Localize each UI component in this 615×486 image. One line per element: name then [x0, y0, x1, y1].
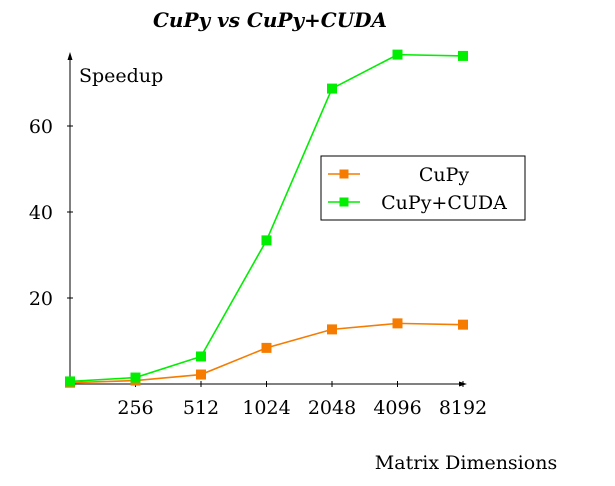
legend-marker-cupy	[339, 169, 349, 179]
x-tick-label: 8192	[439, 397, 487, 419]
x-tick-label: 256	[117, 397, 153, 419]
series-line-cupy	[69, 322, 464, 384]
x-axis-label: Matrix Dimensions	[375, 452, 557, 474]
legend-marker-cupy-cuda	[339, 197, 349, 207]
y-tick-label: 60	[29, 116, 53, 138]
data-point-cupy-cuda	[458, 50, 468, 61]
data-point-cupy	[392, 318, 403, 329]
data-point-cupy-cuda	[392, 49, 403, 60]
data-point-cupy-cuda	[196, 351, 206, 362]
data-point-cupy-cuda	[327, 83, 337, 94]
data-point-cupy	[327, 324, 337, 335]
chart-title: CuPy vs CuPy+CUDA	[153, 8, 387, 32]
y-tick-label: 20	[29, 288, 53, 310]
x-tick-label: 2048	[308, 397, 356, 419]
x-tick-label: 1024	[242, 397, 290, 419]
series-group	[65, 49, 468, 388]
legend: CuPy CuPy+CUDA	[320, 155, 526, 221]
data-point-cupy-cuda	[130, 372, 141, 383]
x-tick-label: 4096	[373, 397, 421, 419]
data-point-cupy	[261, 342, 272, 353]
y-tick-label: 40	[29, 202, 53, 224]
legend-label-cupy-cuda: CuPy+CUDA	[381, 192, 507, 214]
data-point-cupy	[458, 319, 468, 330]
y-axis-arrow	[67, 52, 73, 60]
y-axis-label: Speedup	[79, 65, 163, 87]
data-point-cupy-cuda	[65, 376, 75, 387]
data-point-cupy	[196, 369, 206, 380]
x-tick-label: 512	[183, 397, 219, 419]
legend-label-cupy: CuPy	[419, 164, 470, 186]
y-ticks: 20 40 60	[29, 116, 73, 310]
x-ticks: 256 512 1024 2048 4096 8192	[117, 381, 487, 419]
legend-box	[320, 155, 526, 221]
data-point-cupy-cuda	[261, 235, 272, 246]
